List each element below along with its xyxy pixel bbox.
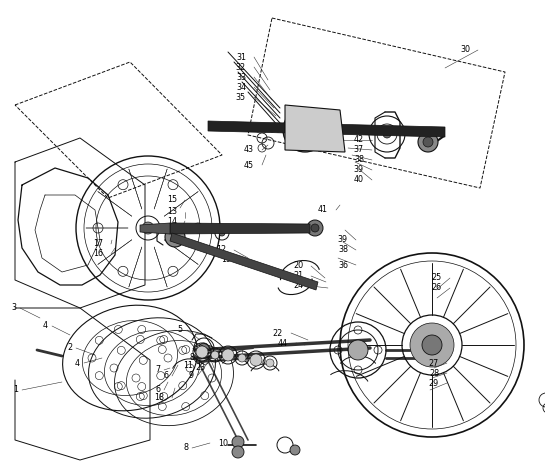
Circle shape — [238, 354, 246, 362]
Circle shape — [311, 224, 319, 232]
Text: 1: 1 — [13, 386, 18, 395]
Text: 2: 2 — [67, 343, 72, 352]
Text: 43: 43 — [244, 145, 254, 154]
Circle shape — [165, 227, 185, 247]
Text: 21: 21 — [293, 272, 303, 281]
Text: 42: 42 — [354, 135, 364, 144]
Text: 30: 30 — [460, 46, 470, 55]
Circle shape — [307, 220, 323, 236]
Text: 11: 11 — [183, 361, 193, 370]
Circle shape — [266, 359, 274, 367]
Polygon shape — [285, 105, 345, 152]
Text: 7: 7 — [155, 365, 160, 374]
Text: 40: 40 — [354, 175, 364, 184]
Circle shape — [268, 124, 276, 132]
Circle shape — [254, 124, 262, 132]
Text: 33: 33 — [236, 73, 246, 82]
Text: 36: 36 — [338, 260, 348, 269]
Text: 38: 38 — [354, 155, 364, 164]
Text: 22: 22 — [272, 329, 283, 338]
Text: 39: 39 — [354, 165, 364, 174]
Circle shape — [142, 222, 154, 234]
Circle shape — [423, 137, 433, 147]
Text: 32: 32 — [236, 63, 246, 72]
Text: 4: 4 — [43, 322, 48, 331]
Circle shape — [410, 323, 454, 367]
Circle shape — [232, 446, 244, 458]
Polygon shape — [170, 223, 310, 234]
Text: 38: 38 — [338, 246, 348, 255]
Text: 6: 6 — [155, 386, 160, 395]
Text: 37: 37 — [354, 145, 364, 154]
Text: 34: 34 — [236, 83, 246, 92]
Text: 31: 31 — [236, 53, 246, 61]
Text: 39: 39 — [338, 236, 348, 245]
Text: 8: 8 — [183, 444, 188, 453]
Circle shape — [283, 108, 327, 152]
Circle shape — [196, 346, 208, 358]
Text: 6: 6 — [163, 371, 168, 380]
Polygon shape — [208, 121, 445, 137]
Text: 25: 25 — [432, 274, 442, 283]
Text: 14: 14 — [167, 217, 177, 226]
Circle shape — [222, 349, 234, 361]
Text: 28: 28 — [429, 369, 439, 378]
Text: 41: 41 — [318, 206, 328, 215]
Text: 3: 3 — [11, 304, 16, 313]
Text: 18: 18 — [154, 393, 164, 402]
Text: 13: 13 — [167, 208, 177, 217]
Circle shape — [289, 114, 321, 146]
Polygon shape — [170, 233, 318, 290]
Text: 12: 12 — [216, 246, 226, 255]
Circle shape — [199, 343, 209, 353]
Text: 8: 8 — [189, 353, 194, 362]
Circle shape — [422, 335, 442, 355]
Text: 16: 16 — [93, 249, 103, 258]
Circle shape — [232, 436, 244, 448]
Text: 44: 44 — [278, 339, 288, 348]
Circle shape — [219, 230, 225, 236]
Text: 10: 10 — [218, 438, 228, 447]
Text: 15: 15 — [167, 196, 177, 205]
Text: 27: 27 — [429, 359, 439, 368]
Text: 26: 26 — [432, 284, 442, 293]
Text: 23: 23 — [196, 363, 206, 372]
Text: 35: 35 — [236, 93, 246, 102]
Text: 5: 5 — [178, 325, 183, 334]
Circle shape — [418, 132, 438, 152]
Circle shape — [274, 124, 282, 132]
Polygon shape — [140, 223, 170, 234]
Circle shape — [383, 130, 391, 138]
Text: 20: 20 — [293, 262, 303, 270]
Text: 19: 19 — [221, 256, 231, 265]
Circle shape — [211, 351, 219, 359]
Circle shape — [348, 340, 368, 360]
Text: 9: 9 — [189, 370, 194, 380]
Circle shape — [290, 445, 300, 455]
Text: 24: 24 — [293, 282, 303, 291]
Text: 45: 45 — [244, 161, 254, 170]
Text: 4: 4 — [75, 359, 80, 368]
Circle shape — [261, 124, 269, 132]
Text: 29: 29 — [429, 379, 439, 388]
Text: 17: 17 — [93, 239, 103, 248]
Circle shape — [250, 354, 262, 366]
